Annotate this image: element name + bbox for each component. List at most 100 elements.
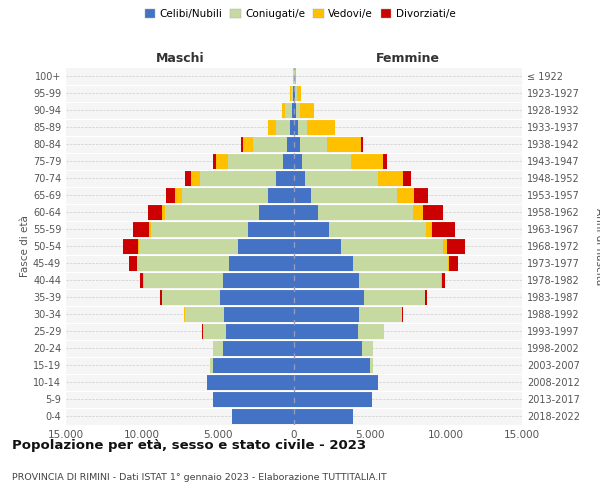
Bar	[294, 154, 383, 169]
Bar	[294, 374, 378, 390]
Bar	[203, 324, 294, 339]
Bar	[294, 392, 371, 407]
Bar	[294, 238, 447, 254]
Text: Femmine: Femmine	[376, 52, 440, 65]
Bar	[140, 272, 294, 288]
Bar	[211, 358, 294, 373]
Bar	[259, 204, 294, 220]
Bar	[294, 238, 465, 254]
Bar	[211, 358, 294, 373]
Bar	[294, 306, 403, 322]
Bar	[294, 154, 350, 169]
Bar	[294, 358, 373, 373]
Bar	[294, 392, 371, 407]
Bar	[203, 324, 294, 339]
Bar	[139, 238, 294, 254]
Bar	[291, 85, 294, 101]
Bar	[276, 170, 294, 186]
Bar	[294, 120, 335, 135]
Bar	[207, 374, 294, 390]
Bar	[214, 154, 294, 169]
Bar	[137, 256, 294, 271]
Bar	[294, 85, 301, 101]
Bar	[294, 358, 370, 373]
Bar	[294, 68, 296, 84]
Bar	[294, 85, 296, 101]
Bar	[294, 392, 371, 407]
Bar	[175, 188, 294, 203]
Bar	[214, 340, 294, 356]
Bar	[294, 188, 428, 203]
Bar	[294, 170, 305, 186]
Bar	[294, 272, 359, 288]
Y-axis label: Anni di nascita: Anni di nascita	[594, 208, 600, 285]
Bar	[283, 154, 294, 169]
Bar	[294, 222, 329, 237]
Bar	[294, 204, 443, 220]
Bar	[229, 256, 294, 271]
Y-axis label: Fasce di età: Fasce di età	[20, 216, 30, 277]
Bar	[228, 154, 294, 169]
Bar	[294, 358, 373, 373]
Text: Maschi: Maschi	[155, 52, 205, 65]
Bar	[213, 392, 294, 407]
Bar	[290, 85, 294, 101]
Bar	[294, 306, 402, 322]
Bar	[161, 290, 294, 305]
Bar	[294, 170, 411, 186]
Bar	[223, 272, 294, 288]
Bar	[294, 290, 427, 305]
Bar	[294, 306, 359, 322]
Bar	[294, 256, 353, 271]
Bar	[290, 85, 294, 101]
Bar	[294, 204, 413, 220]
Bar	[292, 102, 294, 118]
Bar	[294, 272, 442, 288]
Bar	[294, 136, 363, 152]
Bar	[232, 408, 294, 424]
Bar	[281, 102, 294, 118]
Bar	[294, 188, 414, 203]
Bar	[253, 136, 294, 152]
Bar	[294, 256, 458, 271]
Bar	[208, 374, 294, 390]
Bar	[294, 154, 387, 169]
Bar	[294, 256, 448, 271]
Bar	[211, 358, 294, 373]
Bar	[294, 374, 377, 390]
Bar	[214, 340, 294, 356]
Bar	[248, 222, 294, 237]
Bar	[294, 136, 328, 152]
Bar	[137, 256, 294, 271]
Bar	[294, 170, 379, 186]
Bar	[207, 374, 294, 390]
Bar	[293, 85, 294, 101]
Bar	[268, 120, 294, 135]
Bar	[294, 136, 361, 152]
Legend: Celibi/Nubili, Coniugati/e, Vedovi/e, Divorziati/e: Celibi/Nubili, Coniugati/e, Vedovi/e, Di…	[140, 5, 460, 24]
Bar	[232, 408, 294, 424]
Bar	[220, 290, 294, 305]
Bar	[207, 374, 294, 390]
Text: PROVINCIA DI RIMINI - Dati ISTAT 1° gennaio 2023 - Elaborazione TUTTITALIA.IT: PROVINCIA DI RIMINI - Dati ISTAT 1° genn…	[12, 474, 387, 482]
Bar	[294, 272, 442, 288]
Bar	[294, 136, 300, 152]
Bar	[241, 136, 294, 152]
Bar	[294, 324, 383, 339]
Bar	[294, 408, 353, 424]
Bar	[294, 306, 402, 322]
Bar	[294, 290, 425, 305]
Bar	[148, 204, 294, 220]
Bar	[232, 408, 294, 424]
Bar	[191, 170, 294, 186]
Bar	[124, 238, 294, 254]
Bar	[294, 188, 311, 203]
Bar	[294, 290, 425, 305]
Bar	[242, 136, 294, 152]
Bar	[238, 238, 294, 254]
Bar	[294, 340, 373, 356]
Bar	[294, 102, 296, 118]
Bar	[294, 154, 302, 169]
Bar	[143, 272, 294, 288]
Text: Popolazione per età, sesso e stato civile - 2023: Popolazione per età, sesso e stato civil…	[12, 440, 366, 452]
